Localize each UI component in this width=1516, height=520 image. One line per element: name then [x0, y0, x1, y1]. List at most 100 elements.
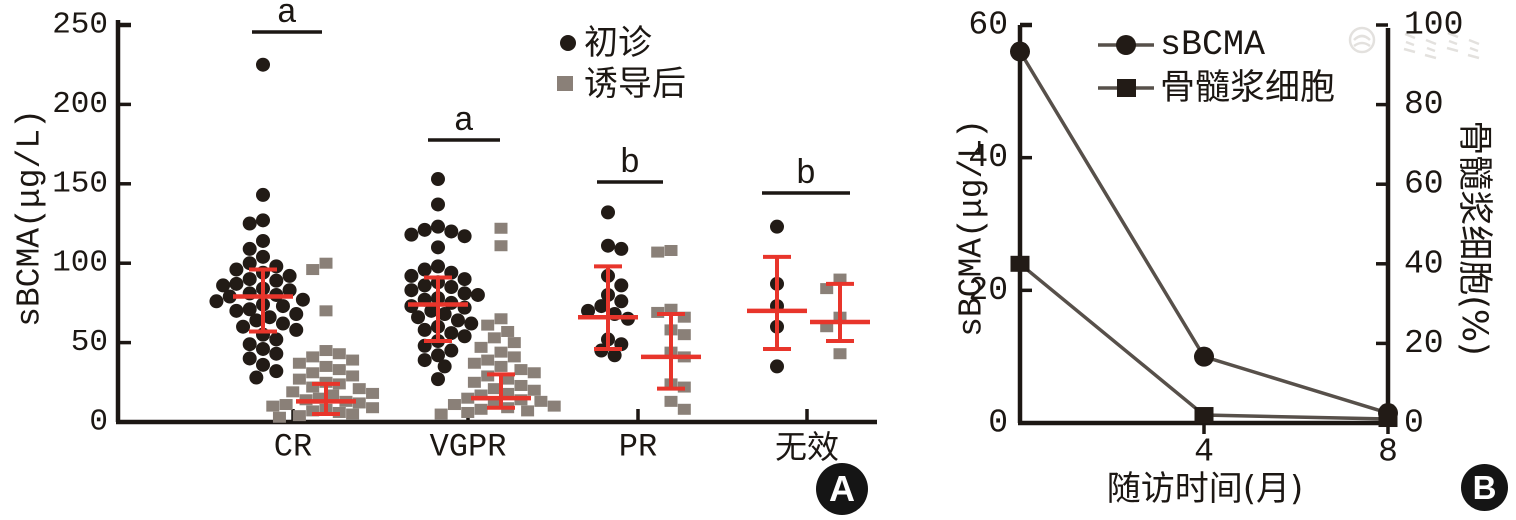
scatter-point-initial	[431, 172, 445, 187]
scatter-point-initial	[404, 268, 419, 283]
scatter-point-initial	[417, 278, 432, 293]
scatter-point-post	[494, 360, 508, 372]
scatter-point-initial	[614, 278, 629, 293]
scatter-point-post	[677, 311, 691, 323]
scatter-point-post	[319, 345, 333, 357]
scatter-point-initial	[256, 341, 270, 356]
scatter-point-post	[501, 325, 515, 337]
legend-circle-marker-icon	[1116, 35, 1136, 55]
panel-b-right-axis-label: 骨髓浆细胞(%)	[1454, 120, 1494, 356]
category-label: 无效	[775, 428, 839, 466]
scatter-point-post	[481, 319, 495, 331]
scatter-point-initial	[269, 273, 284, 288]
x-tick-label: 4	[1194, 434, 1214, 471]
watermark-script-mark	[1446, 31, 1459, 53]
scatter-point-initial	[242, 216, 257, 231]
scatter-point-post	[664, 244, 678, 256]
data-point-plasma-cells	[1010, 255, 1030, 272]
y-tick-label: 200	[52, 87, 108, 122]
legend-label-initial: 初诊	[584, 23, 652, 63]
y-tick-label: 50	[71, 325, 108, 360]
scatter-point-initial	[256, 233, 270, 248]
scatter-point-initial	[222, 289, 237, 304]
scatter-point-initial	[417, 322, 432, 337]
watermark	[1348, 26, 1480, 60]
right-tick-label: 100	[1404, 7, 1463, 44]
significance-letter: a	[454, 103, 474, 141]
scatter-point-post	[319, 305, 333, 317]
category-label: VGPR	[430, 429, 507, 466]
y-tick-label: 150	[52, 166, 108, 201]
scatter-point-initial	[404, 283, 419, 298]
scatter-point-post	[651, 246, 665, 258]
scatter-point-post	[292, 357, 306, 369]
scatter-point-post	[514, 379, 528, 391]
scatter-point-initial	[229, 262, 244, 277]
scatter-point-post	[527, 367, 541, 379]
panel-a-data-points	[209, 57, 847, 423]
watermark-emblem-icon	[1348, 26, 1376, 54]
scatter-point-post	[474, 341, 488, 353]
scatter-point-initial	[464, 316, 479, 331]
scatter-point-post	[534, 395, 548, 407]
significance-letter: b	[620, 145, 640, 183]
scatter-point-post	[279, 399, 293, 411]
scatter-point-initial	[256, 57, 270, 72]
scatter-point-post	[292, 373, 306, 385]
scatter-point-initial	[417, 262, 432, 277]
scatter-point-initial	[242, 256, 257, 271]
panel-b-x-axis-label: 随访时间(月)	[1107, 469, 1304, 509]
scatter-point-post	[319, 360, 333, 372]
significance-letter: a	[277, 0, 297, 33]
left-tick-label: 0	[988, 405, 1008, 442]
scatter-point-post	[487, 332, 501, 344]
scatter-point-post	[467, 376, 481, 388]
panel-a-axes	[115, 20, 877, 425]
scatter-point-post	[677, 329, 691, 341]
scatter-point-initial	[601, 238, 615, 253]
legend-square-marker-icon	[1117, 79, 1136, 97]
scatter-point-post	[346, 370, 360, 382]
scatter-point-post	[312, 392, 326, 404]
scatter-point-post	[664, 395, 678, 407]
scatter-point-post	[352, 383, 366, 395]
scatter-point-initial	[269, 332, 284, 347]
category-label: CR	[274, 429, 312, 466]
scatter-point-post	[346, 354, 360, 366]
legend-circle-marker-icon	[560, 35, 576, 51]
scatter-point-post	[332, 364, 346, 376]
scatter-point-post	[319, 257, 333, 269]
scatter-point-initial	[614, 294, 629, 309]
scatter-point-post	[467, 357, 481, 369]
scatter-point-initial	[457, 229, 472, 244]
right-tick-label: 20	[1404, 325, 1444, 362]
scatter-point-post	[487, 397, 501, 409]
scatter-point-initial	[404, 227, 419, 242]
scatter-point-post	[494, 240, 508, 252]
scatter-point-initial	[450, 313, 465, 328]
left-tick-label: 20	[968, 272, 1008, 309]
scatter-point-initial	[431, 259, 445, 274]
scatter-point-post	[833, 348, 847, 360]
data-point-plasma-cells	[1194, 407, 1214, 424]
scatter-point-post	[833, 273, 847, 285]
data-point-sbcma	[1010, 41, 1030, 62]
scatter-point-initial	[256, 187, 270, 202]
scatter-point-post	[494, 222, 508, 234]
scatter-point-initial	[770, 219, 784, 234]
right-tick-label: 80	[1404, 86, 1444, 123]
legend-series-label: 骨髓浆细胞	[1160, 68, 1335, 108]
scatter-point-initial	[289, 307, 304, 322]
scatter-point-initial	[242, 337, 257, 352]
left-tick-label: 60	[968, 7, 1008, 44]
panel-b-line-chart: 0 20 40 60 0 20 40 60 80 100 4 8 sBCMA(μg/L) 骨髓浆细胞(%)…	[954, 7, 1495, 510]
scatter-point-post	[521, 405, 535, 417]
scatter-point-post	[434, 408, 448, 420]
scatter-point-post	[487, 383, 501, 395]
scatter-point-initial	[431, 240, 445, 255]
scatter-point-initial	[601, 205, 615, 220]
y-tick-label: 100	[52, 246, 108, 281]
category-label: PR	[619, 429, 657, 466]
scatter-point-post	[474, 389, 488, 401]
